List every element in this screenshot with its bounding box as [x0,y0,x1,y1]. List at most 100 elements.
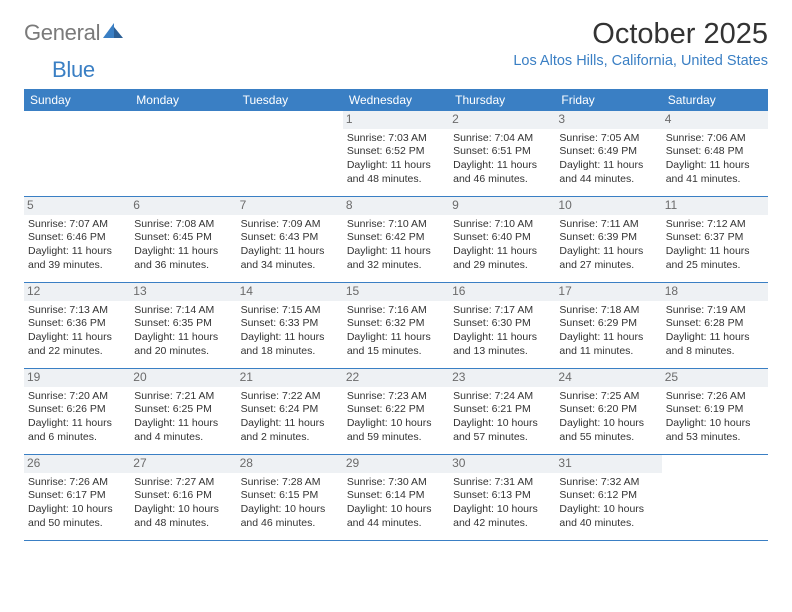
day-day2: and 48 minutes. [134,517,232,531]
day-day1: Daylight: 11 hours [134,245,232,259]
day-cell: 1Sunrise: 7:03 AMSunset: 6:52 PMDaylight… [343,111,449,196]
day-day2: and 32 minutes. [347,259,445,273]
day-cell: 30Sunrise: 7:31 AMSunset: 6:13 PMDayligh… [449,455,555,540]
weekday-header: Saturday [662,89,768,111]
week-row: 1Sunrise: 7:03 AMSunset: 6:52 PMDaylight… [24,111,768,197]
day-cell: 12Sunrise: 7:13 AMSunset: 6:36 PMDayligh… [24,283,130,368]
day-number: 7 [237,197,343,215]
day-number: 30 [449,455,555,473]
day-number: 24 [555,369,661,387]
day-sunrise: Sunrise: 7:08 AM [134,218,232,232]
day-number: 14 [237,283,343,301]
day-number: 29 [343,455,449,473]
day-day2: and 11 minutes. [559,345,657,359]
day-number: 13 [130,283,236,301]
day-sunrise: Sunrise: 7:23 AM [347,390,445,404]
day-sunset: Sunset: 6:46 PM [28,231,126,245]
day-day1: Daylight: 11 hours [347,331,445,345]
day-day2: and 22 minutes. [28,345,126,359]
calendar-page: General October 2025 Los Altos Hills, Ca… [0,0,792,541]
day-cell: 24Sunrise: 7:25 AMSunset: 6:20 PMDayligh… [555,369,661,454]
day-cell: 26Sunrise: 7:26 AMSunset: 6:17 PMDayligh… [24,455,130,540]
day-sunset: Sunset: 6:43 PM [241,231,339,245]
month-title: October 2025 [513,18,768,51]
week-row: 12Sunrise: 7:13 AMSunset: 6:36 PMDayligh… [24,283,768,369]
day-day1: Daylight: 11 hours [241,331,339,345]
day-number: 4 [662,111,768,129]
day-sunrise: Sunrise: 7:13 AM [28,304,126,318]
day-day1: Daylight: 10 hours [453,417,551,431]
day-number: 21 [237,369,343,387]
day-day1: Daylight: 10 hours [241,503,339,517]
day-day1: Daylight: 10 hours [134,503,232,517]
day-number: 17 [555,283,661,301]
day-sunrise: Sunrise: 7:17 AM [453,304,551,318]
logo-word2: Blue [52,57,95,83]
day-number: 10 [555,197,661,215]
day-cell: 28Sunrise: 7:28 AMSunset: 6:15 PMDayligh… [237,455,343,540]
day-cell: 10Sunrise: 7:11 AMSunset: 6:39 PMDayligh… [555,197,661,282]
day-sunset: Sunset: 6:33 PM [241,317,339,331]
day-sunrise: Sunrise: 7:03 AM [347,132,445,146]
day-sunset: Sunset: 6:48 PM [666,145,764,159]
day-cell: 13 Sunrise: 7:14 AMSunset: 6:35 PMDayligh… [130,283,236,368]
day-cell: 7Sunrise: 7:09 AMSunset: 6:43 PMDaylight… [237,197,343,282]
day-cell: 2Sunrise: 7:04 AMSunset: 6:51 PMDaylight… [449,111,555,196]
day-number: 20 [130,369,236,387]
day-number: 5 [24,197,130,215]
day-day2: and 40 minutes. [559,517,657,531]
day-sunrise: Sunrise: 7:22 AM [241,390,339,404]
day-day2: and 29 minutes. [453,259,551,273]
day-cell: 22Sunrise: 7:23 AMSunset: 6:22 PMDayligh… [343,369,449,454]
day-day1: Daylight: 11 hours [559,331,657,345]
day-sunrise: Sunrise: 7:14 AM [134,304,232,318]
day-day2: and 39 minutes. [28,259,126,273]
day-cell: 29Sunrise: 7:30 AMSunset: 6:14 PMDayligh… [343,455,449,540]
day-day1: Daylight: 11 hours [241,417,339,431]
day-day1: Daylight: 11 hours [666,245,764,259]
day-sunrise: Sunrise: 7:06 AM [666,132,764,146]
day-day1: Daylight: 10 hours [666,417,764,431]
weekday-header: Wednesday [343,89,449,111]
day-day1: Daylight: 11 hours [134,331,232,345]
day-day2: and 15 minutes. [347,345,445,359]
day-sunset: Sunset: 6:13 PM [453,489,551,503]
day-number: 2 [449,111,555,129]
logo-word1: General [24,20,100,46]
day-cell: 25Sunrise: 7:26 AMSunset: 6:19 PMDayligh… [662,369,768,454]
day-sunrise: Sunrise: 7:28 AM [241,476,339,490]
day-sunrise: Sunrise: 7:20 AM [28,390,126,404]
day-day2: and 59 minutes. [347,431,445,445]
day-number: 6 [130,197,236,215]
day-number: 23 [449,369,555,387]
day-day1: Daylight: 11 hours [453,245,551,259]
day-cell-empty [662,455,768,540]
day-cell: 19Sunrise: 7:20 AMSunset: 6:26 PMDayligh… [24,369,130,454]
day-day2: and 41 minutes. [666,173,764,187]
weekday-header: Tuesday [237,89,343,111]
day-sunrise: Sunrise: 7:32 AM [559,476,657,490]
day-day1: Daylight: 11 hours [347,159,445,173]
day-sunset: Sunset: 6:36 PM [28,317,126,331]
weekday-header: Monday [130,89,236,111]
day-sunset: Sunset: 6:42 PM [347,231,445,245]
day-sunset: Sunset: 6:35 PM [134,317,232,331]
day-sunset: Sunset: 6:12 PM [559,489,657,503]
day-sunset: Sunset: 6:21 PM [453,403,551,417]
day-cell: 6Sunrise: 7:08 AMSunset: 6:45 PMDaylight… [130,197,236,282]
day-day2: and 36 minutes. [134,259,232,273]
day-sunrise: Sunrise: 7:05 AM [559,132,657,146]
title-block: October 2025 Los Altos Hills, California… [513,18,768,69]
day-sunrise: Sunrise: 7:11 AM [559,218,657,232]
day-sunset: Sunset: 6:17 PM [28,489,126,503]
logo: General [24,20,125,46]
day-number: 25 [662,369,768,387]
day-day1: Daylight: 10 hours [347,417,445,431]
day-day2: and 2 minutes. [241,431,339,445]
day-day2: and 46 minutes. [241,517,339,531]
day-number: 8 [343,197,449,215]
day-sunset: Sunset: 6:29 PM [559,317,657,331]
logo-triangle-icon [103,23,125,44]
day-day2: and 4 minutes. [134,431,232,445]
day-sunrise: Sunrise: 7:24 AM [453,390,551,404]
